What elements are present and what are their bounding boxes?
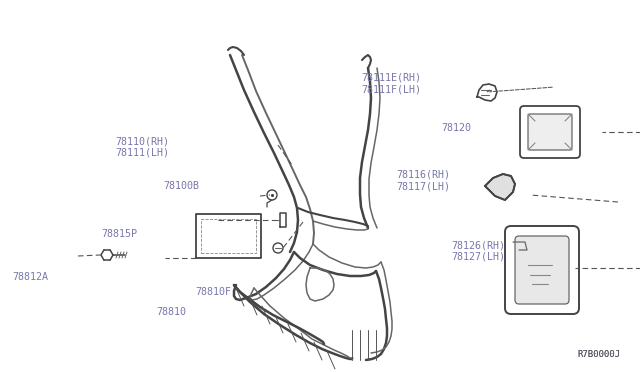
FancyBboxPatch shape xyxy=(505,226,579,314)
FancyBboxPatch shape xyxy=(528,114,572,150)
Text: 78120: 78120 xyxy=(442,124,472,133)
Text: 78126(RH)
78127(LH): 78126(RH) 78127(LH) xyxy=(451,240,505,262)
FancyBboxPatch shape xyxy=(520,106,580,158)
Text: 78100B: 78100B xyxy=(163,181,199,191)
Text: 78810: 78810 xyxy=(157,307,187,317)
Circle shape xyxy=(273,243,283,253)
Text: R7B0000J: R7B0000J xyxy=(578,350,621,359)
Text: 78116(RH)
78117(LH): 78116(RH) 78117(LH) xyxy=(397,170,451,191)
Polygon shape xyxy=(485,174,515,200)
Circle shape xyxy=(267,190,277,200)
FancyBboxPatch shape xyxy=(515,236,569,304)
Text: 78810F: 78810F xyxy=(195,287,231,297)
Text: 78110(RH)
78111(LH): 78110(RH) 78111(LH) xyxy=(116,136,170,158)
Text: 78812A: 78812A xyxy=(12,272,48,282)
Text: R7B0000J: R7B0000J xyxy=(578,350,621,359)
Text: 78111E(RH)
78111F(LH): 78111E(RH) 78111F(LH) xyxy=(362,73,422,94)
Text: 78815P: 78815P xyxy=(102,230,138,239)
